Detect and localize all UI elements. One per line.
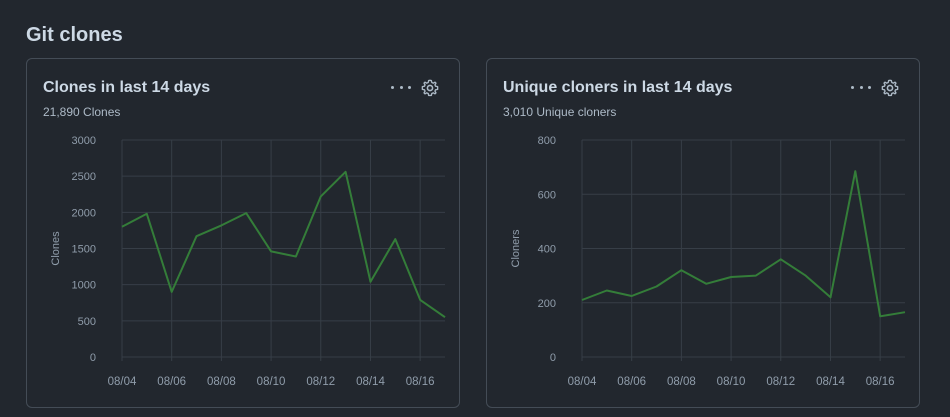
kebab-horizontal-icon[interactable] — [391, 79, 411, 95]
gear-icon[interactable] — [881, 79, 899, 97]
y-tick-label: 2500 — [72, 171, 96, 183]
x-tick-label: 08/06 — [617, 376, 646, 388]
x-tick-label: 08/14 — [356, 376, 385, 388]
section-title: Git clones — [26, 24, 123, 46]
unique-cloners-card: Unique cloners in last 14 days 3,010 Uni… — [486, 58, 920, 408]
y-tick-label: 0 — [90, 352, 96, 364]
series-line — [581, 170, 906, 318]
x-tick-label: 08/14 — [816, 376, 845, 388]
y-tick-label: 800 — [538, 135, 556, 147]
y-tick-label: 400 — [538, 244, 556, 256]
x-tick-label: 08/10 — [257, 376, 286, 388]
x-tick-label: 08/08 — [207, 376, 236, 388]
clones-card: Clones in last 14 days 21,890 Clones 0 50… — [26, 58, 460, 408]
y-tick-label: 600 — [538, 189, 556, 201]
y-tick-label: 500 — [78, 316, 96, 328]
x-tick-label: 08/08 — [667, 376, 696, 388]
y-axis-label: Clones — [50, 231, 62, 266]
x-tick-label: 08/12 — [766, 376, 795, 388]
x-tick-label: 08/10 — [717, 376, 746, 388]
clones-line-chart: 0 500 1000 1500 2000 2500 3000 08/04 08/06 08/08 0… — [50, 135, 446, 388]
x-tick-label: 08/16 — [866, 376, 895, 388]
x-tick-label: 08/12 — [306, 376, 335, 388]
x-tick-label: 08/16 — [406, 376, 435, 388]
x-tick-label: 08/04 — [568, 376, 597, 388]
series-line — [121, 170, 446, 319]
y-tick-label: 1000 — [72, 280, 96, 292]
x-tick-label: 08/06 — [157, 376, 186, 388]
kebab-horizontal-icon[interactable] — [851, 79, 871, 95]
card-subtitle: 3,010 Unique cloners — [503, 105, 617, 119]
y-tick-label: 1500 — [72, 244, 96, 256]
card-subtitle: 21,890 Clones — [43, 105, 121, 119]
y-tick-label: 0 — [550, 352, 556, 364]
y-tick-label: 2000 — [72, 207, 96, 219]
y-tick-label: 200 — [538, 298, 556, 310]
x-tick-label: 08/04 — [108, 376, 137, 388]
y-tick-label: 3000 — [72, 135, 96, 147]
unique-cloners-line-chart: 0 200 400 600 800 08/04 08/06 08/08 08/10 08/12 08… — [510, 135, 906, 388]
gear-icon[interactable] — [421, 79, 439, 97]
card-title: Clones in last 14 days — [43, 79, 211, 96]
card-title: Unique cloners in last 14 days — [503, 79, 733, 96]
y-axis-label: Cloners — [510, 229, 522, 267]
